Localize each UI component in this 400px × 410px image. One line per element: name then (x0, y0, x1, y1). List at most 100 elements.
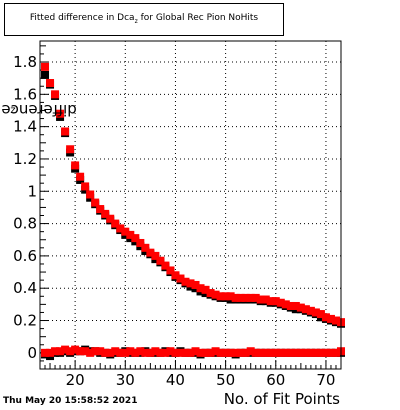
x-tick-label: 40 (166, 371, 185, 389)
data-point-marker (241, 348, 250, 357)
x-tick-label: 30 (116, 371, 135, 389)
data-point-marker (286, 301, 295, 310)
data-point-marker (46, 348, 55, 357)
y-tick-label: 1.2 (13, 150, 37, 168)
data-point-marker (51, 347, 60, 356)
data-point-marker (96, 205, 105, 214)
x-tick-label: 20 (66, 371, 85, 389)
data-point-marker (151, 347, 160, 356)
data-point-marker (71, 161, 80, 170)
data-point-marker (301, 348, 310, 357)
data-point-marker (66, 347, 75, 356)
data-point-marker (276, 348, 285, 357)
data-point-marker (196, 284, 205, 293)
data-point-marker (136, 238, 145, 247)
data-point-marker (111, 347, 120, 356)
data-point-marker (176, 348, 185, 357)
y-tick-label: 1.8 (13, 53, 37, 71)
data-point-marker (326, 348, 335, 357)
data-point-marker (266, 348, 275, 357)
data-point-marker (281, 300, 290, 309)
data-point-marker (106, 214, 115, 223)
data-point-marker (216, 348, 225, 357)
data-point-marker (296, 348, 305, 357)
data-point-marker (246, 347, 255, 356)
data-point-marker (311, 348, 320, 357)
data-point-marker (101, 348, 110, 357)
data-point-marker (166, 266, 175, 275)
data-point-marker (271, 348, 280, 357)
y-tick-label: 1.4 (13, 118, 37, 136)
data-point-marker (41, 62, 50, 71)
data-point-marker (236, 293, 245, 302)
data-point-marker (56, 347, 65, 356)
data-point-marker (131, 234, 140, 243)
data-point-marker (206, 348, 215, 357)
data-point-marker (321, 313, 330, 322)
data-point-marker (191, 347, 200, 356)
data-point-marker (131, 348, 140, 357)
data-point-marker (236, 348, 245, 357)
data-point-marker (151, 251, 160, 260)
data-point-marker (281, 348, 290, 357)
data-point-marker (241, 293, 250, 302)
y-tick-label: 1.6 (13, 85, 37, 103)
data-point-marker (306, 306, 315, 315)
data-point-marker (286, 348, 295, 357)
data-point-marker (301, 305, 310, 314)
data-point-marker (46, 79, 55, 88)
data-point-marker (271, 297, 280, 306)
data-point-marker (126, 230, 135, 239)
y-tick-label: 0.8 (13, 215, 37, 233)
chart-title: Fitted difference in Dcaz for Global Rec… (29, 13, 259, 25)
data-point-marker (96, 347, 105, 356)
data-point-marker (246, 293, 255, 302)
data-point-marker (226, 292, 235, 301)
data-point-marker (91, 198, 100, 207)
data-point-marker (181, 277, 190, 286)
data-point-marker (141, 243, 150, 252)
data-point-marker (171, 271, 180, 280)
data-point-marker (76, 347, 85, 356)
data-point-marker (231, 348, 240, 357)
data-point-marker (276, 298, 285, 307)
data-point-marker (81, 347, 90, 356)
data-point-marker (306, 348, 315, 357)
timestamp: Thu May 20 15:58:52 2021 (3, 396, 138, 406)
data-point-marker (201, 348, 210, 357)
data-point-marker (211, 290, 220, 299)
data-point-marker (296, 303, 305, 312)
data-point-marker (186, 279, 195, 288)
plot-frame (39, 40, 342, 370)
data-point-marker (266, 297, 275, 306)
data-point-marker (171, 348, 180, 357)
data-point-marker (106, 348, 115, 357)
data-point-marker (251, 348, 260, 357)
data-point-marker (211, 347, 220, 356)
data-point-marker (231, 293, 240, 302)
x-tick-label: 70 (316, 371, 335, 389)
data-point-marker (326, 314, 335, 323)
data-point-marker (161, 261, 170, 270)
data-point-marker (291, 348, 300, 357)
y-tick-label: 0.2 (13, 312, 37, 330)
data-point-marker (86, 190, 95, 199)
data-point-marker (136, 347, 145, 356)
x-axis-label: No. of Fit Points (223, 390, 340, 408)
data-point-marker (86, 348, 95, 357)
data-point-marker (191, 280, 200, 289)
data-point-marker (291, 301, 300, 310)
data-point-marker (41, 70, 50, 79)
x-tick-label: 60 (266, 371, 285, 389)
data-point-marker (256, 348, 265, 357)
data-point-marker (56, 109, 65, 118)
data-point-marker (41, 348, 50, 357)
data-point-marker (216, 292, 225, 301)
data-point-marker (166, 347, 175, 356)
data-point-marker (156, 348, 165, 357)
data-point-marker (261, 295, 270, 304)
data-point-marker (76, 172, 85, 181)
data-point-marker (206, 289, 215, 298)
data-point-marker (186, 348, 195, 357)
